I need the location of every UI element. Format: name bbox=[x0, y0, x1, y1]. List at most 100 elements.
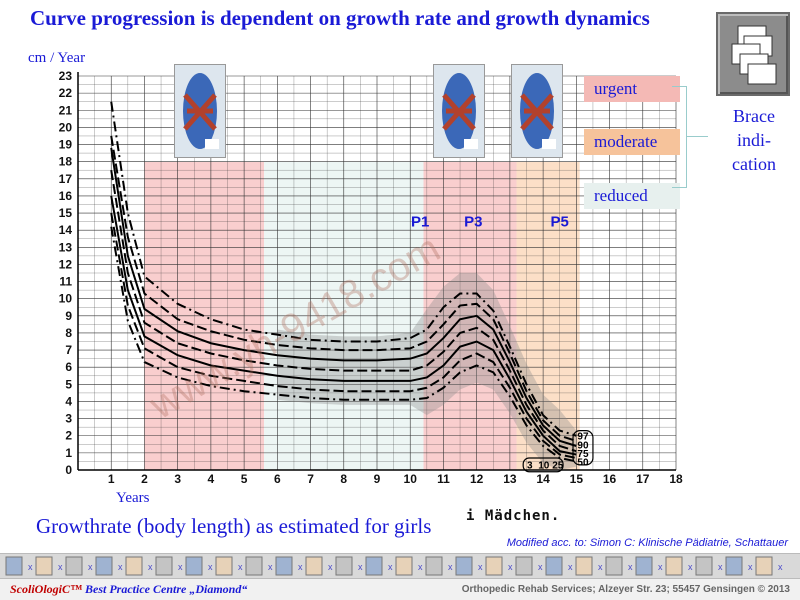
y-tick-label: 20 bbox=[59, 120, 73, 134]
svg-text:x: x bbox=[148, 562, 153, 572]
svg-text:x: x bbox=[268, 562, 273, 572]
y-tick-label: 5 bbox=[65, 377, 72, 391]
y-tick-label: 12 bbox=[59, 257, 73, 271]
y-tick-label: 3 bbox=[65, 412, 72, 426]
x-tick-label: 1 bbox=[108, 472, 115, 486]
strip-figure: x bbox=[305, 556, 333, 576]
percentile-label: 50 bbox=[577, 457, 589, 468]
y-tick-label: 18 bbox=[59, 155, 73, 169]
y-tick-label: 23 bbox=[59, 69, 73, 83]
indicator-bracket bbox=[672, 86, 687, 188]
percentile-label: 3 bbox=[527, 460, 533, 471]
svg-text:x: x bbox=[598, 562, 603, 572]
phase-label: P1 bbox=[411, 214, 429, 231]
x-tick-label: 2 bbox=[141, 472, 148, 486]
y-tick-label: 4 bbox=[65, 394, 72, 408]
y-tick-label: 8 bbox=[65, 326, 72, 340]
y-axis-label: cm / Year bbox=[28, 50, 86, 66]
strip-figure: x bbox=[695, 556, 723, 576]
x-tick-label: 3 bbox=[174, 472, 181, 486]
svg-text:x: x bbox=[658, 562, 663, 572]
x-tick-label: 8 bbox=[340, 472, 347, 486]
svg-text:x: x bbox=[208, 562, 213, 572]
strip-figure: x bbox=[515, 556, 543, 576]
x-tick-label: 9 bbox=[374, 472, 381, 486]
brace-photo-glyph-1 bbox=[175, 65, 225, 157]
brace-photo-icon bbox=[174, 64, 226, 158]
brace-photo-glyph-3 bbox=[512, 65, 562, 157]
indicator-reduced: reduced bbox=[584, 183, 680, 209]
phase-label: P3 bbox=[464, 214, 482, 231]
strip-figure: x bbox=[95, 556, 123, 576]
y-tick-label: 19 bbox=[59, 138, 73, 152]
svg-text:x: x bbox=[298, 562, 303, 572]
percentile-box-right bbox=[572, 430, 594, 466]
svg-text:x: x bbox=[388, 562, 393, 572]
y-tick-label: 10 bbox=[59, 292, 73, 306]
svg-text:x: x bbox=[448, 562, 453, 572]
x-tick-label: 14 bbox=[536, 472, 550, 486]
footer-bar bbox=[0, 579, 800, 600]
strip-figure: x bbox=[155, 556, 183, 576]
strip-figure: x bbox=[275, 556, 303, 576]
y-tick-label: 7 bbox=[65, 343, 72, 357]
strip-figure: x bbox=[35, 556, 63, 576]
x-tick-label: 4 bbox=[208, 472, 215, 486]
svg-text:x: x bbox=[568, 562, 573, 572]
strip-figure: x bbox=[215, 556, 243, 576]
brace-indication-label: Brace indi- cation bbox=[732, 106, 776, 174]
x-tick-label: 10 bbox=[404, 472, 418, 486]
growth-envelope bbox=[277, 273, 577, 470]
svg-text:x: x bbox=[418, 562, 423, 572]
x-tick-label: 17 bbox=[636, 472, 650, 486]
strip-figure: x bbox=[395, 556, 423, 576]
percentile-label: 97 bbox=[577, 432, 589, 443]
x-tick-label: 5 bbox=[241, 472, 248, 486]
y-tick-label: 14 bbox=[59, 223, 73, 237]
chart-subtitle: Growthrate (body length) as estimated fo… bbox=[36, 514, 432, 538]
y-tick-label: 13 bbox=[59, 240, 73, 254]
series-line-75 bbox=[110, 147, 577, 447]
strip-figure: x bbox=[665, 556, 693, 576]
y-tick-label: 17 bbox=[59, 172, 73, 186]
percentile-label: 90 bbox=[577, 440, 589, 451]
source-credit: Modified acc. to: Simon C: Klinische Päd… bbox=[506, 537, 788, 549]
series-line-97 bbox=[110, 101, 577, 437]
strip-figure: x bbox=[575, 556, 603, 576]
phase-label: P5 bbox=[551, 214, 569, 231]
indicator-moderate: moderate bbox=[584, 129, 680, 155]
svg-text:x: x bbox=[748, 562, 753, 572]
presentation-stack-icon[interactable] bbox=[716, 12, 790, 96]
svg-text:x: x bbox=[118, 562, 123, 572]
svg-text:x: x bbox=[478, 562, 483, 572]
x-tick-label: 18 bbox=[669, 472, 683, 486]
footer-brand: ScoliOlogiC™ Best Practice Centre „Diamo… bbox=[10, 582, 247, 597]
brace-photo-glyph-2 bbox=[434, 65, 484, 157]
strip-figure: x bbox=[545, 556, 573, 576]
strip-figure: x bbox=[245, 556, 273, 576]
strip-figure: x bbox=[485, 556, 513, 576]
svg-text:x: x bbox=[508, 562, 513, 572]
footer-address: Orthopedic Rehab Services; Alzeyer Str. … bbox=[461, 584, 790, 595]
svg-text:x: x bbox=[58, 562, 63, 572]
x-tick-label: 11 bbox=[437, 472, 450, 486]
x-tick-label: 7 bbox=[307, 472, 314, 486]
svg-text:x: x bbox=[538, 562, 543, 572]
strip-figure: x bbox=[635, 556, 663, 576]
x-tick-label: 15 bbox=[570, 472, 584, 486]
maedchen-label: i Mädchen. bbox=[466, 508, 561, 524]
strip-figure: x bbox=[455, 556, 483, 576]
series-line-10 bbox=[110, 212, 577, 459]
strip-figure: x bbox=[125, 556, 153, 576]
percentile-label: 25 bbox=[552, 460, 564, 471]
y-tick-label: 21 bbox=[59, 103, 73, 117]
svg-text:x: x bbox=[28, 562, 33, 572]
svg-text:x: x bbox=[358, 562, 363, 572]
y-tick-label: 11 bbox=[59, 275, 72, 289]
percentile-box-bottom bbox=[522, 457, 564, 473]
page-title: Curve progression is dependent on growth… bbox=[30, 6, 650, 30]
footer-brand-name: ScoliOlogiC™ bbox=[10, 582, 83, 596]
x-axis-label: Years bbox=[116, 490, 150, 506]
